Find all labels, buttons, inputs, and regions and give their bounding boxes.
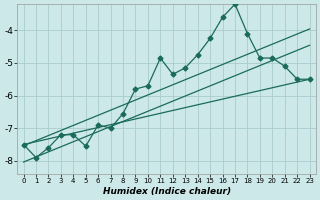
X-axis label: Humidex (Indice chaleur): Humidex (Indice chaleur) (102, 187, 231, 196)
